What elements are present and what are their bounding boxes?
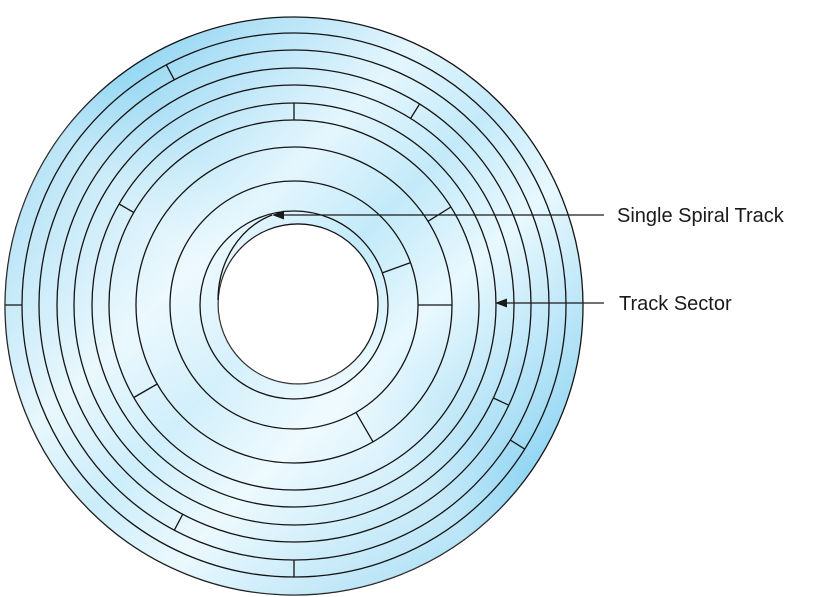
sector-divider: [118, 203, 135, 214]
sector-divider: [133, 383, 158, 399]
sector-divider: [165, 64, 175, 81]
sector-divider: [410, 103, 421, 119]
sector-divider: [509, 439, 526, 450]
disc-sheen: [5, 17, 583, 595]
spiral-track: [21, 32, 567, 578]
sector-leader: [495, 298, 604, 308]
sector-divider: [493, 397, 510, 406]
spiral-start: [217, 214, 273, 301]
sector-divider: [355, 412, 374, 443]
sector-divider: [382, 261, 411, 274]
track-sectors: [5, 64, 526, 577]
track-ring: [199, 210, 389, 400]
arrow-head-sector: [495, 298, 507, 308]
track-sector-label: Track Sector: [619, 293, 732, 315]
sector-divider: [173, 513, 184, 531]
arrow-head-spiral: [272, 210, 284, 220]
track-ring: [56, 67, 532, 543]
sector-divider: [427, 206, 452, 222]
spiral-leader: [272, 210, 604, 220]
track-ring: [73, 84, 515, 526]
spiral-track-label: Single Spiral Track: [617, 205, 785, 227]
